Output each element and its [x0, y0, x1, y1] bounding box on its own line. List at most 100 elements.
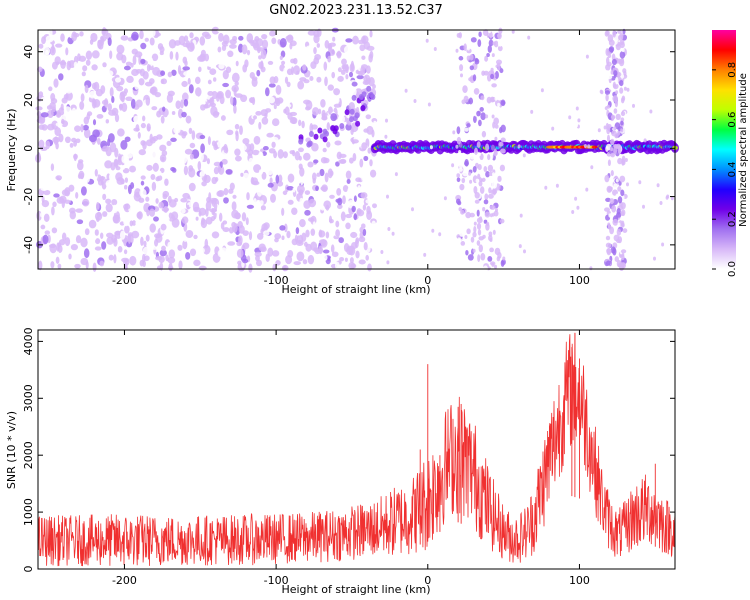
heatmap-cell	[131, 31, 139, 41]
heatmap-cell	[620, 120, 624, 126]
heatmap-cell	[209, 68, 217, 76]
heatmap-cell	[143, 202, 151, 213]
heatmap-cell	[188, 127, 193, 135]
heatmap-cell	[628, 188, 632, 193]
heatmap-cell	[305, 229, 310, 238]
heatmap-cell	[318, 139, 324, 147]
heatmap-cell	[274, 233, 282, 240]
heatmap-cell	[608, 213, 614, 218]
heatmap-cell	[163, 37, 170, 44]
heatmap-cell	[299, 197, 304, 205]
heatmap-cell	[159, 215, 167, 224]
heatmap-cell	[332, 186, 336, 197]
heatmap-cell	[607, 53, 612, 59]
heatmap-cell	[611, 58, 617, 66]
heatmap-cell	[464, 161, 469, 166]
heatmap-cell	[82, 65, 88, 72]
heatmap-cell	[615, 43, 621, 51]
heatmap-cell	[473, 115, 477, 124]
heatmap-cell	[391, 231, 395, 236]
heatmap-cell	[218, 63, 225, 70]
heatmap-cell	[553, 155, 557, 160]
heatmap-cell	[348, 101, 355, 111]
heatmap-cell	[191, 130, 196, 140]
heatmap-cell	[177, 64, 182, 75]
heatmap-cell	[337, 67, 342, 73]
heatmap-cell	[345, 170, 352, 180]
heatmap-cell	[261, 171, 267, 180]
heatmap-cell	[203, 174, 211, 184]
heatmap-cell	[242, 242, 250, 250]
heatmap-cell	[234, 148, 241, 156]
heatmap-cell	[40, 185, 48, 191]
heatmap-cell	[366, 45, 375, 51]
heatmap-cell	[113, 158, 119, 167]
heatmap-cell	[266, 166, 274, 176]
heatmap-cell	[261, 116, 269, 125]
heatmap-cell	[477, 164, 482, 171]
heatmap-cell	[55, 256, 60, 264]
heatmap-cell	[261, 33, 268, 40]
heatmap-cell	[305, 45, 313, 55]
heatmap-cell	[623, 86, 627, 91]
heatmap-cell	[193, 234, 198, 240]
heatmap-cell	[119, 104, 123, 111]
heatmap-cell	[468, 171, 472, 176]
heatmap-cell	[590, 165, 594, 170]
heatmap-cell	[75, 138, 81, 144]
heatmap-cell	[477, 229, 482, 236]
heatmap-cell	[459, 64, 464, 72]
heatmap-cell	[181, 208, 186, 214]
heatmap-cell	[159, 249, 167, 257]
heatmap-cell	[278, 174, 283, 183]
heatmap-cell	[607, 159, 611, 167]
heatmap-cell	[619, 262, 626, 267]
heatmap-cell	[276, 139, 284, 146]
heatmap-cell	[500, 124, 506, 133]
heatmap-cell	[168, 212, 173, 219]
heatmap-cell	[122, 168, 130, 174]
heatmap-cell	[142, 140, 147, 150]
heatmap-cell	[130, 98, 136, 109]
heatmap-cell	[156, 175, 163, 181]
heatmap-cell	[363, 155, 369, 161]
heatmap-cell	[343, 243, 350, 252]
heatmap-cell	[123, 65, 131, 71]
heatmap-cell	[111, 198, 118, 206]
heatmap-cell	[180, 155, 188, 164]
heatmap-cell	[242, 258, 249, 264]
heatmap-cell	[307, 254, 315, 265]
heatmap-cell	[366, 85, 372, 92]
heatmap-cell	[313, 159, 319, 164]
heatmap-cell	[121, 257, 130, 263]
heatmap-cell	[58, 73, 64, 81]
heatmap-cell	[620, 128, 624, 133]
heatmap-x-axis-label: Height of straight line (km)	[281, 283, 430, 296]
heatmap-cell	[620, 249, 627, 254]
heatmap-cell	[52, 201, 57, 208]
heatmap-cell	[177, 244, 183, 251]
heatmap-cell	[482, 29, 489, 37]
heatmap-cell	[266, 132, 274, 138]
heatmap-cell	[319, 168, 325, 177]
heatmap-cell	[256, 187, 263, 197]
heatmap-cell	[511, 29, 515, 34]
heatmap-cell	[252, 105, 260, 112]
snr-y-axis-label: SNR (10 * v/v)	[5, 411, 18, 489]
y-tick-label: -40	[22, 236, 35, 254]
heatmap-cell	[289, 116, 297, 124]
heatmap-cell	[517, 144, 521, 149]
heatmap-cell	[51, 227, 58, 234]
heatmap-cell	[313, 133, 319, 140]
heatmap-cell	[337, 114, 345, 124]
heatmap-cell	[124, 136, 131, 143]
heatmap-cell	[138, 78, 145, 86]
heatmap-cell	[465, 168, 469, 173]
heatmap-cell	[115, 172, 123, 182]
heatmap-cell	[181, 80, 188, 88]
heatmap-cell	[641, 153, 645, 157]
heatmap-cell	[287, 199, 294, 205]
heatmap-cell	[335, 97, 340, 104]
heatmap-cell	[268, 96, 276, 104]
snr-frame	[37, 329, 676, 570]
